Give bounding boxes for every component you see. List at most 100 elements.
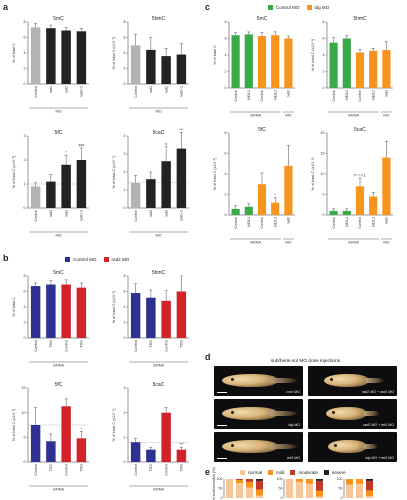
legend-label: severe (331, 470, 346, 475)
y-tick-label: 8 (124, 274, 126, 278)
group-label: MO (155, 234, 161, 238)
chart-a1: 5mC % of total C 0 2 4 6 8 Control rad1 rad2 rad1+… (12, 14, 92, 114)
x-tick-label: TDG (80, 464, 84, 472)
y-tick-label: 8 (124, 20, 126, 24)
bar (130, 182, 141, 208)
chart-a4: 5caC % of total C (x10⁻⁴) 0 1 2 3 4 Control rad1… (112, 128, 192, 238)
y-tick-label: 4 (225, 172, 227, 176)
chart-c4: 5caC % of total C (x10⁻⁴) 0 5 10 15 20 Control N… (311, 125, 396, 245)
panel-letter-d: d (205, 352, 211, 362)
bar (271, 35, 280, 88)
group-label: mRNA (250, 241, 262, 245)
significance-label: P = 0.1 (354, 174, 365, 178)
x-tick-label: rad2 (287, 217, 291, 224)
tadpole-tail (270, 444, 298, 449)
y-tick-label: 4 (124, 51, 126, 55)
chart-b3: 5fC % of total C (x10⁻³) 0 5 10 15 Control TDG C… (12, 380, 92, 492)
x-tick-label: Control (134, 464, 138, 476)
bar (146, 297, 156, 338)
stacked-bar-segment (356, 483, 363, 498)
stacked-bar-segment (256, 489, 263, 496)
y-tick-label: 4 (124, 134, 126, 138)
y-tick-label: 8 (225, 20, 227, 24)
legend-label: rad2 MO (111, 257, 130, 262)
bar (231, 208, 240, 215)
scale-bar (217, 458, 227, 459)
chart-title: 5hmC (152, 270, 166, 276)
y-tick-label: 2 (124, 67, 126, 71)
x-tick-label: Control (234, 217, 238, 229)
stacked-bar-segment (316, 480, 323, 491)
tadpole-body (222, 407, 277, 420)
chart-c4-svg: 5caC % of total C (x10⁻⁴) 0 5 10 15 20 Control N… (311, 127, 393, 245)
chart-b1-svg: 5mC % of total C 0 2 4 6 8 Control TDG Control TDG… (12, 270, 89, 368)
legend-swatch (306, 5, 312, 10)
legend-label: Control MO (73, 257, 97, 262)
chart-a4-svg: 5caC % of total C (x10⁻⁴) 0 1 2 3 4 Control rad1… (112, 128, 189, 238)
stacked-bar-segment (346, 484, 353, 498)
bar (231, 35, 240, 88)
bar (284, 165, 293, 215)
chart-b4: 5caC % of total C (x10⁻⁴) 0 1 2 3 Control TDG Co… (112, 380, 192, 492)
y-tick-label: 100 (277, 477, 283, 481)
bar (76, 160, 87, 208)
x-tick-label: TDG (49, 340, 53, 348)
tadpole-photo: tet3 MO (214, 432, 303, 462)
bar (161, 412, 171, 462)
x-tick-label: Control (64, 340, 68, 352)
bar (61, 284, 71, 338)
bar (61, 164, 71, 208)
bar (355, 186, 365, 215)
y-tick-label: 8 (24, 20, 26, 24)
scale-bar (217, 392, 227, 393)
y-tick-label: 10 (22, 411, 26, 415)
significance-label: *** (179, 128, 184, 132)
y-tick-label: 3 (124, 386, 126, 390)
tadpole-photo: rad2 MO + tet3 MO (308, 399, 397, 429)
x-tick-label: rad1 (49, 86, 53, 93)
y-tick-label: 8 (225, 131, 227, 135)
chart-title: 5fC (55, 130, 63, 136)
y-tick-label: 4 (124, 305, 126, 309)
x-tick-label: NEIL2 (247, 90, 251, 100)
x-tick-label: Control (332, 90, 336, 102)
chart-b4-svg: 5caC % of total C (x10⁻⁴) 0 1 2 3 Control TDG Co… (112, 382, 189, 492)
stacked-bar-segment (286, 479, 293, 498)
group-label: mRNA (153, 364, 165, 368)
tadpole-body (328, 440, 366, 453)
x-tick-label: TDG (149, 464, 153, 472)
significance-label: # (165, 142, 167, 146)
y-tick-label: 4 (24, 305, 26, 309)
stacked-bar-segment (346, 479, 353, 485)
bar (382, 50, 391, 88)
bar (176, 54, 187, 84)
y-tick-label: 4 (24, 51, 26, 55)
bar (382, 157, 391, 215)
y-axis-label: % of total C (x10⁻²) (311, 38, 315, 71)
x-tick-label: Control (64, 464, 68, 476)
bar (176, 291, 187, 338)
y-tick-label: 0 (341, 496, 343, 500)
x-tick-label: Control (332, 217, 336, 229)
tadpole-photo: ldg MO (214, 399, 303, 429)
chart-title: 5hmC (152, 16, 166, 22)
chart-title: 5hmC (353, 16, 367, 22)
chart-a3: 5fC % of total C (x10⁻³) 0 1 2 3 Control rad1 * r… (12, 128, 92, 238)
bar (161, 161, 171, 208)
x-tick-label: rad1+2 (80, 86, 84, 97)
chart-title: 5mC (53, 270, 64, 276)
chart-b1: 5mC % of total C 0 2 4 6 8 Control TDG Control TDG… (12, 268, 92, 368)
y-tick-label: 1 (124, 188, 126, 192)
bar (257, 184, 267, 215)
bar (369, 196, 378, 215)
tadpole-eye (332, 411, 335, 414)
stacked-bar-segment (366, 496, 373, 498)
significance-label: * (81, 427, 83, 431)
chart-title: 5mC (257, 16, 268, 22)
photo-caption: rad2 MO + rad1 MO (361, 390, 394, 394)
tadpole-photo-grid: cont MO rad2 MO + rad1 MO ldg MO rad2 MO… (214, 366, 397, 462)
chart-b2-svg: 5hmC % of total C (x10⁻²) 0 2 4 6 8 Control TDG C… (112, 270, 189, 368)
y-tick-label: 2 (124, 321, 126, 325)
chart-title: 5mC (53, 16, 64, 22)
chart-title: 5caC (153, 382, 165, 388)
